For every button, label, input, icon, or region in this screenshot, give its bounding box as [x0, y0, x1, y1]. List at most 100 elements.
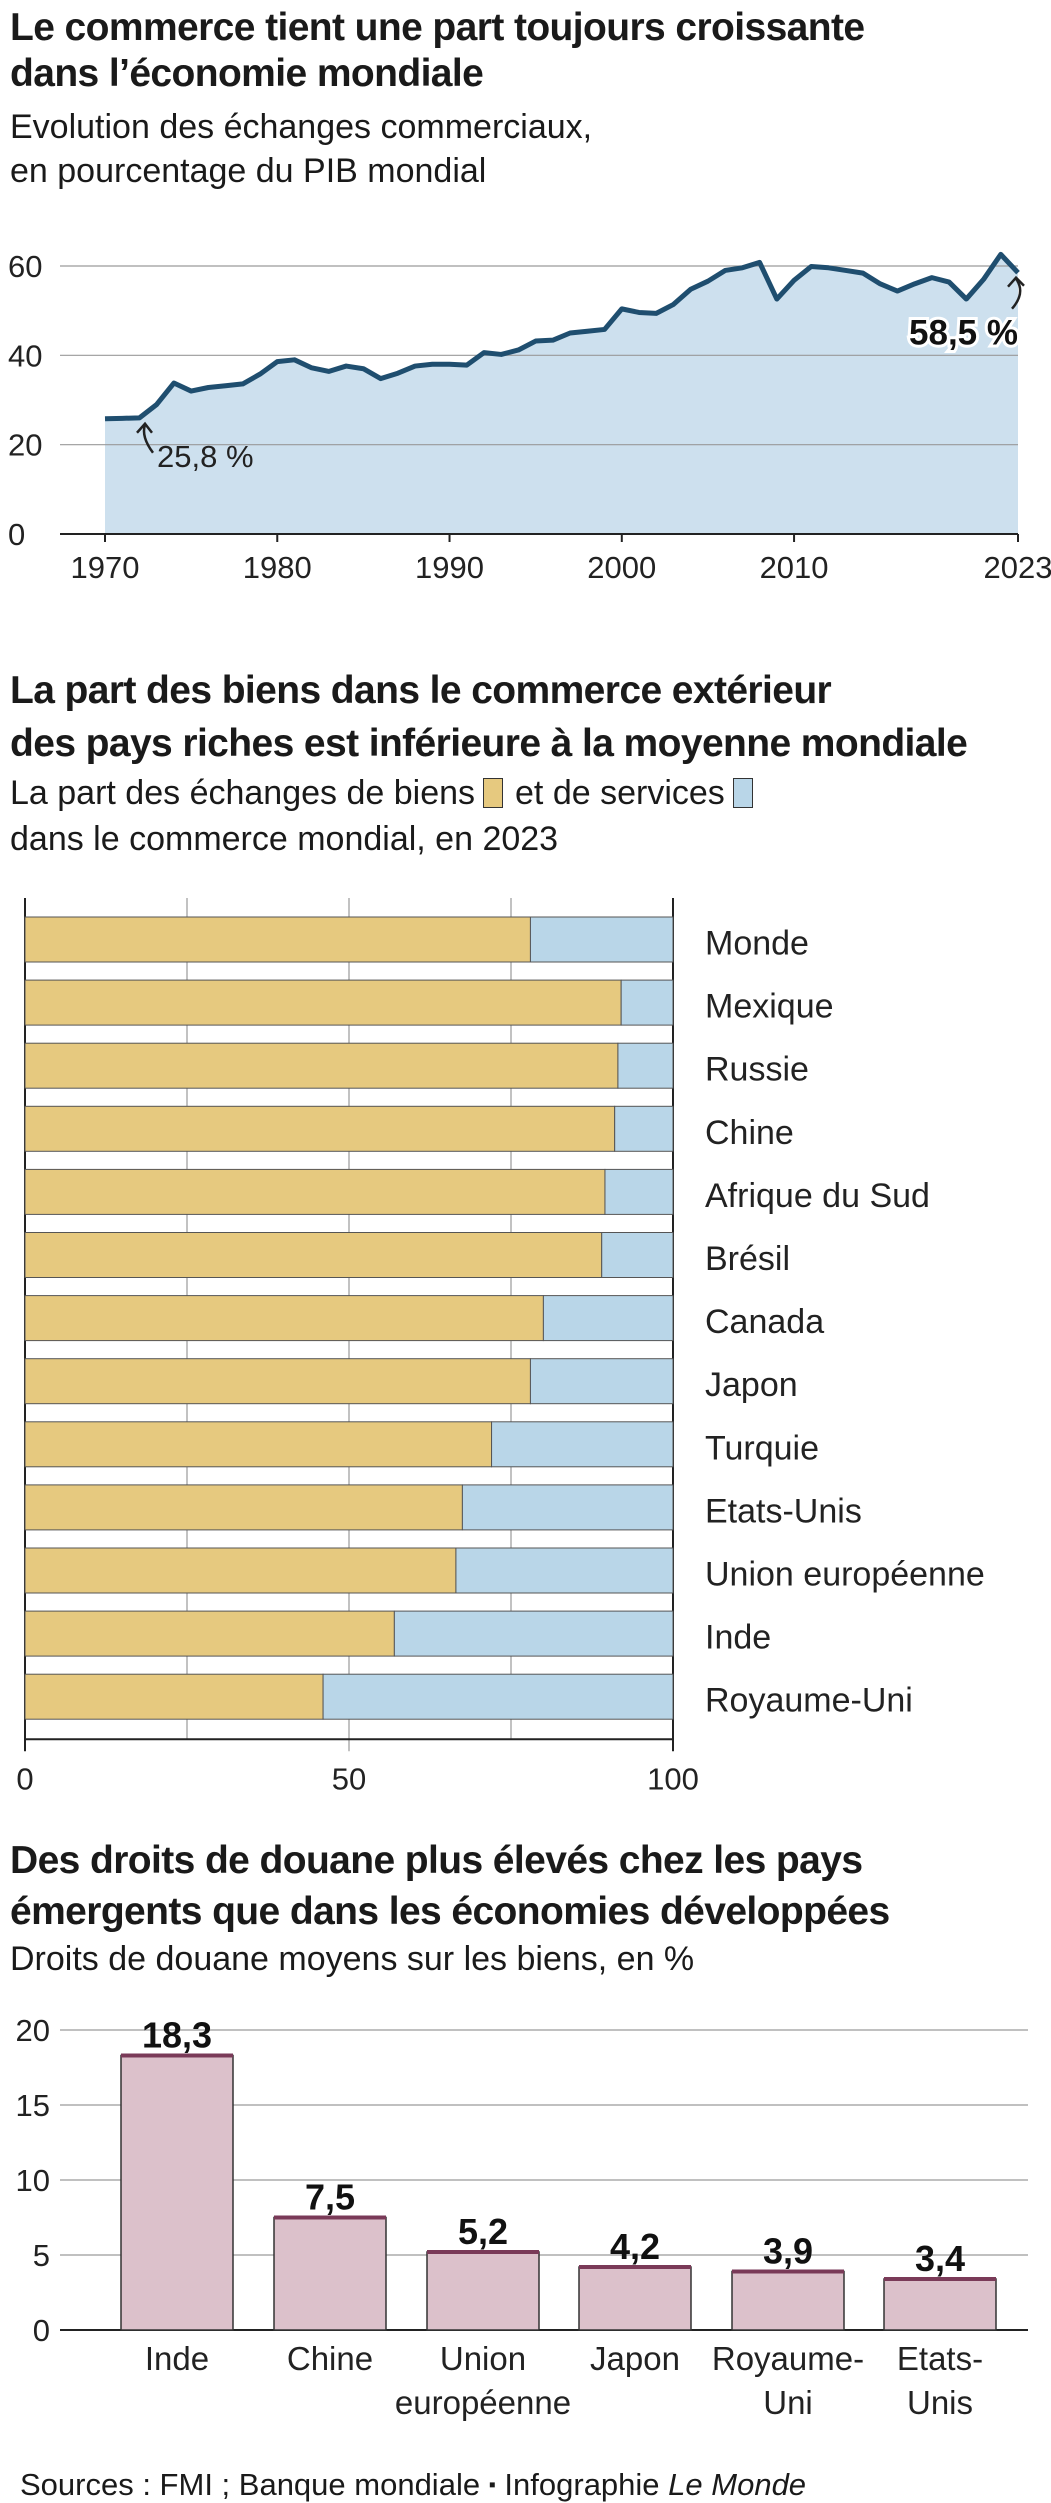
annotation-end-label: 58,5 % [909, 314, 1018, 353]
country-label: Mexique [705, 988, 834, 1026]
trade-line-series [104, 251, 1020, 422]
tariff-value-label: 3,9 [763, 2231, 813, 2272]
goods-bar [24, 1042, 619, 1089]
chart3-subtitle: Droits de douane moyens sur les biens, e… [10, 1940, 695, 1978]
chart2-subtitle-services-text: et de services [515, 774, 725, 812]
country-label: Inde [705, 1619, 771, 1657]
chart2-title-line1: La part des biens dans le commerce extér… [10, 669, 832, 712]
x-tick-label: 100 [647, 1761, 699, 1796]
y-tick-label: 15 [16, 2088, 50, 2123]
x-tick-label: 0 [16, 1761, 33, 1796]
services-legend-swatch [732, 778, 753, 808]
chart1-title-line2: dans l’économie mondiale [10, 52, 484, 95]
y-tick-label: 0 [8, 517, 25, 552]
y-tick-label: 10 [16, 2163, 50, 2198]
tariff-value-label: 4,2 [610, 2226, 660, 2267]
chart2-subtitle-line1: La part des échanges de biens et de servi… [10, 770, 753, 816]
country-label: Afrique du Sud [705, 1177, 930, 1215]
x-tick-label: 2010 [760, 550, 829, 585]
goods-bar [24, 1421, 493, 1468]
footer-credits: Sources : FMI ; Banque mondiale ▪ Infogr… [20, 2467, 806, 2503]
services-bar [529, 1358, 674, 1405]
y-tick-label: 60 [8, 249, 42, 284]
services-bar [601, 1232, 674, 1278]
footer-publication: Le Monde [668, 2467, 807, 2502]
footer-sources: Sources : FMI ; Banque mondiale [20, 2467, 481, 2502]
services-bar [614, 1105, 674, 1152]
annotation-start-arrowhead [136, 421, 153, 434]
tariff-value-label: 7,5 [305, 2177, 355, 2218]
x-tick-label: 2000 [587, 550, 656, 585]
x-tick-label: 1980 [243, 550, 312, 585]
y-tick-label: 5 [33, 2238, 50, 2273]
tariff-bar [883, 2278, 997, 2331]
goods-bar [24, 1105, 616, 1152]
x-tick-label: 1970 [71, 550, 140, 585]
chart2-subtitle-line2: dans le commerce mondial, en 2023 [10, 820, 559, 858]
services-bar [542, 1295, 674, 1342]
tariff-bar [273, 2216, 387, 2331]
country-label: Chine [705, 1114, 794, 1152]
goods-bar [24, 1232, 603, 1278]
category-label: Union [440, 2340, 526, 2377]
footer-credit: Infographie [504, 2467, 660, 2502]
country-label: Union européenne [705, 1556, 985, 1594]
goods-bar [24, 916, 531, 963]
category-label: Etats- [897, 2340, 983, 2377]
country-label: Canada [705, 1303, 824, 1341]
services-bar [620, 979, 674, 1026]
chart3-title-line1: Des droits de douane plus élevés chez le… [10, 1839, 863, 1882]
goods-bar [24, 1168, 606, 1215]
goods-bar [24, 1610, 395, 1657]
tariff-value-label: 18,3 [142, 2015, 212, 2056]
services-bar [455, 1547, 674, 1594]
country-label: Royaume-Uni [705, 1682, 913, 1720]
chart3-title-line2: émergents que dans les économies dévelop… [10, 1890, 890, 1933]
chart1-subtitle-line1: Evolution des échanges commerciaux, [10, 108, 593, 146]
x-tick-label: 1990 [415, 550, 484, 585]
category-label: Uni [763, 2384, 813, 2421]
y-tick-label: 20 [8, 428, 42, 463]
tariff-bar [120, 2054, 234, 2331]
tariff-value-label: 5,2 [458, 2211, 508, 2252]
tariff-bar [731, 2270, 845, 2331]
category-label: Chine [287, 2340, 373, 2377]
tariff-bar [578, 2266, 692, 2331]
annotation-end-arrow [1011, 277, 1022, 310]
goods-bar [24, 1358, 531, 1405]
country-label: Etats-Unis [705, 1492, 862, 1530]
country-label: Russie [705, 1051, 809, 1089]
goods-bar [24, 1295, 544, 1342]
y-tick-label: 40 [8, 338, 42, 373]
services-bar [461, 1484, 674, 1531]
annotation-start-label: 25,8 % [157, 439, 254, 474]
category-label: Unis [907, 2384, 973, 2421]
chart2-subtitle-goods-text: La part des échanges de biens [10, 774, 476, 812]
country-label: Monde [705, 925, 809, 963]
services-bar [393, 1610, 674, 1657]
trade-share-line-chart: 0 20 40 60 1970 1980 1990 2000 2010 2023 25,8 % 58,… [8, 249, 1051, 585]
goods-bar [24, 1547, 457, 1594]
tariff-bar [426, 2251, 540, 2331]
goods-bar [24, 1484, 463, 1531]
country-label: Japon [705, 1366, 798, 1404]
country-label: Turquie [705, 1429, 819, 1467]
chart1-title-line1: Le commerce tient une part toujours croi… [10, 6, 865, 49]
chart2-title-line2: des pays riches est inférieure à la moye… [10, 722, 968, 765]
category-label: Japon [590, 2340, 680, 2377]
services-bar [491, 1421, 674, 1468]
annotation-start-arrow [142, 424, 155, 454]
y-tick-label: 20 [16, 2013, 50, 2048]
tariff-value-label: 3,4 [915, 2238, 965, 2279]
chart1-subtitle-line2: en pourcentage du PIB mondial [10, 152, 487, 190]
x-tick-label: 2023 [984, 550, 1051, 585]
category-label: européenne [395, 2384, 571, 2421]
x-tick-label: 50 [332, 1761, 366, 1796]
services-bar [322, 1673, 674, 1720]
trade-area-fill [105, 254, 1018, 534]
goods-bar [24, 1673, 324, 1720]
category-label: Royaume- [712, 2340, 864, 2377]
category-label: Inde [145, 2340, 209, 2377]
services-bar [529, 916, 674, 963]
services-bar [617, 1042, 674, 1089]
